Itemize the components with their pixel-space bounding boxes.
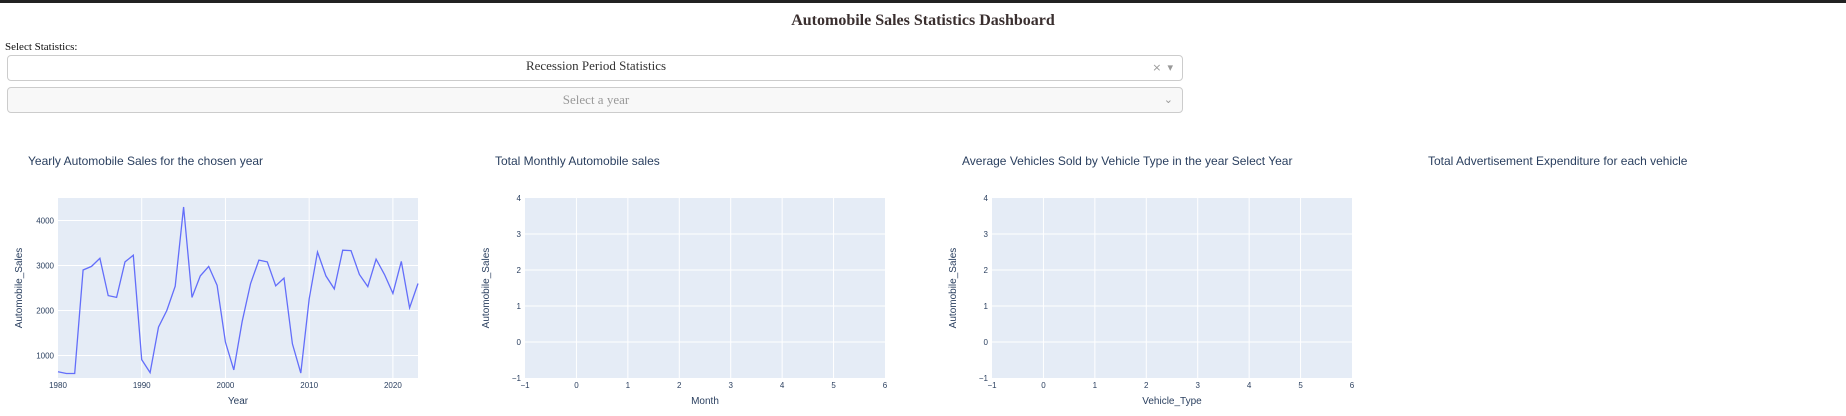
- year-placeholder: Select a year: [562, 92, 630, 107]
- y-tick-label: 4: [984, 194, 989, 203]
- y-tick-label: 3: [517, 230, 522, 239]
- x-tick-label: 0: [1041, 381, 1046, 390]
- y-axis-label: Automobile_Sales: [14, 248, 25, 329]
- x-tick-label: 2010: [300, 381, 318, 390]
- y-tick-label: 0: [984, 338, 989, 347]
- y-tick-label: −1: [512, 374, 522, 383]
- chevron-down-icon[interactable]: ⌄: [1163, 93, 1173, 106]
- x-tick-label: 6: [883, 381, 888, 390]
- y-tick-label: 3: [984, 230, 989, 239]
- x-tick-label: 6: [1350, 381, 1355, 390]
- statistics-selected-value: Recession Period Statistics: [525, 58, 667, 73]
- x-tick-label: 2: [677, 381, 682, 390]
- x-tick-label: 2000: [217, 381, 235, 390]
- year-dropdown[interactable]: Select a year ⌄: [7, 87, 1183, 113]
- y-tick-label: 2000: [36, 307, 54, 316]
- x-axis-label: Month: [691, 396, 719, 407]
- monthly-chart-title: Total Monthly Automobile sales: [495, 154, 660, 168]
- plot-area: [58, 198, 418, 378]
- ads-chart-title: Total Advertisement Expenditure for each…: [1428, 154, 1688, 168]
- top-border: [0, 0, 1846, 3]
- x-tick-label: 2020: [384, 381, 402, 390]
- y-tick-label: 1000: [36, 352, 54, 361]
- x-tick-label: 3: [728, 381, 733, 390]
- x-tick-label: 1: [626, 381, 631, 390]
- y-tick-label: 2: [517, 266, 522, 275]
- x-tick-label: 1: [1093, 381, 1098, 390]
- y-tick-label: 4: [517, 194, 522, 203]
- y-tick-label: 3000: [36, 262, 54, 271]
- chevron-down-icon[interactable]: ▾: [1167, 61, 1173, 74]
- x-tick-label: 1980: [49, 381, 67, 390]
- y-axis-label: Automobile_Sales: [481, 248, 492, 329]
- x-tick-label: 2: [1144, 381, 1149, 390]
- x-tick-label: 4: [1247, 381, 1252, 390]
- statistics-dropdown[interactable]: Recession Period Statistics × ▾: [7, 55, 1183, 81]
- plot-area: [992, 198, 1352, 378]
- y-tick-label: 2: [984, 266, 989, 275]
- x-tick-label: −1: [520, 381, 530, 390]
- sales-line: [57, 206, 419, 375]
- vehicle-chart-title: Average Vehicles Sold by Vehicle Type in…: [962, 154, 1293, 168]
- x-tick-label: 5: [1298, 381, 1303, 390]
- x-tick-label: 1990: [133, 381, 151, 390]
- x-tick-label: 3: [1195, 381, 1200, 390]
- clear-icon[interactable]: ×: [1152, 61, 1162, 74]
- y-tick-label: 4000: [36, 217, 54, 226]
- y-tick-label: 0: [517, 338, 522, 347]
- x-tick-label: 5: [831, 381, 836, 390]
- x-tick-label: 0: [574, 381, 579, 390]
- statistics-label: Select Statistics:: [5, 41, 78, 53]
- y-tick-label: 1: [517, 302, 522, 311]
- plot-area: [525, 198, 885, 378]
- x-tick-label: −1: [987, 381, 997, 390]
- x-axis-label: Year: [228, 396, 249, 407]
- page-title: Automobile Sales Statistics Dashboard: [791, 12, 1055, 29]
- y-axis-label: Automobile_Sales: [948, 248, 959, 329]
- x-tick-label: 4: [780, 381, 785, 390]
- yearly-chart-title: Yearly Automobile Sales for the chosen y…: [28, 154, 264, 168]
- y-tick-label: 1: [984, 302, 989, 311]
- y-tick-label: −1: [979, 374, 989, 383]
- x-axis-label: Vehicle_Type: [1142, 396, 1202, 407]
